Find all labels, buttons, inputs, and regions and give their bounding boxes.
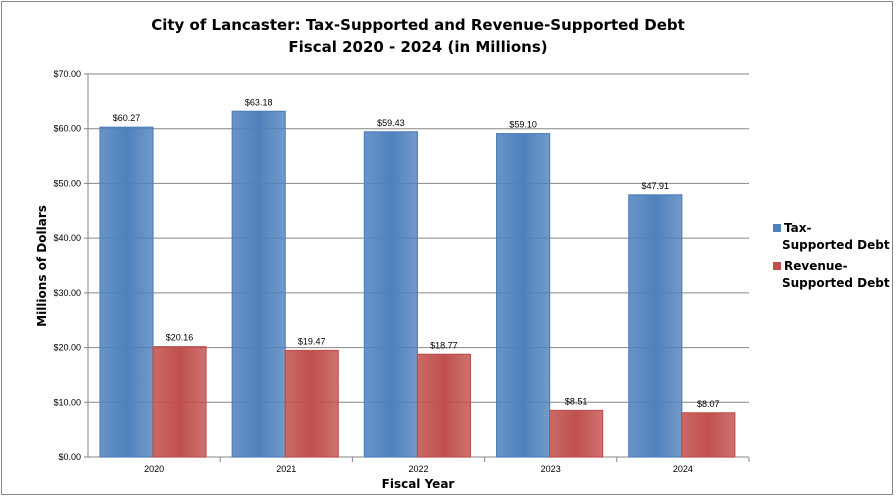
bar-revenue-supported-debt: [681, 412, 736, 458]
bar-tax-supported-debt: [231, 110, 286, 458]
data-label: $63.18: [245, 97, 273, 107]
legend-label: Supported Debt: [782, 238, 890, 252]
y-tick-label: $70.00: [53, 69, 81, 79]
data-label: $59.10: [509, 120, 537, 130]
bar-tax-supported-debt: [496, 133, 551, 458]
legend-label: Supported Debt: [782, 276, 890, 290]
legend-swatch: [773, 224, 781, 232]
bar-tax-supported-debt: [363, 131, 418, 458]
y-tick-label: $30.00: [53, 288, 81, 298]
y-axis-label: Millions of Dollars: [35, 205, 49, 327]
data-label: $19.47: [298, 336, 326, 346]
bar-tax-supported-debt: [628, 194, 683, 458]
data-label: $8.07: [697, 399, 720, 409]
legend-label: Revenue-: [784, 259, 848, 273]
x-tick-label: 2020: [144, 464, 164, 474]
legend-label: Tax-: [784, 221, 811, 235]
y-tick-label: $40.00: [53, 233, 81, 243]
y-tick-label: $0.00: [58, 452, 81, 462]
data-label: $8.51: [565, 396, 588, 406]
data-label: $59.43: [377, 118, 405, 128]
x-tick-label: 2022: [408, 464, 428, 474]
y-tick-label: $50.00: [53, 178, 81, 188]
x-tick-label: 2024: [673, 464, 693, 474]
x-tick-label: 2023: [541, 464, 561, 474]
data-label: $18.77: [430, 340, 458, 350]
bar-revenue-supported-debt: [416, 353, 471, 458]
data-label: $60.27: [113, 113, 141, 123]
y-tick-label: $10.00: [53, 397, 81, 407]
bar-revenue-supported-debt: [152, 346, 207, 458]
data-label: $20.16: [166, 333, 194, 343]
bar-tax-supported-debt: [99, 126, 154, 458]
y-tick-label: $60.00: [53, 124, 81, 134]
bar-revenue-supported-debt: [284, 349, 339, 458]
chart-subtitle: Fiscal 2020 - 2024 (in Millions): [288, 38, 547, 56]
y-tick-label: $20.00: [53, 343, 81, 353]
bar-revenue-supported-debt: [548, 409, 604, 458]
data-label: $47.91: [642, 181, 670, 191]
x-axis-label: Fiscal Year: [382, 477, 455, 491]
legend-swatch: [773, 262, 781, 270]
x-tick-label: 2021: [276, 464, 296, 474]
chart-title: City of Lancaster: Tax-Supported and Rev…: [151, 16, 685, 34]
